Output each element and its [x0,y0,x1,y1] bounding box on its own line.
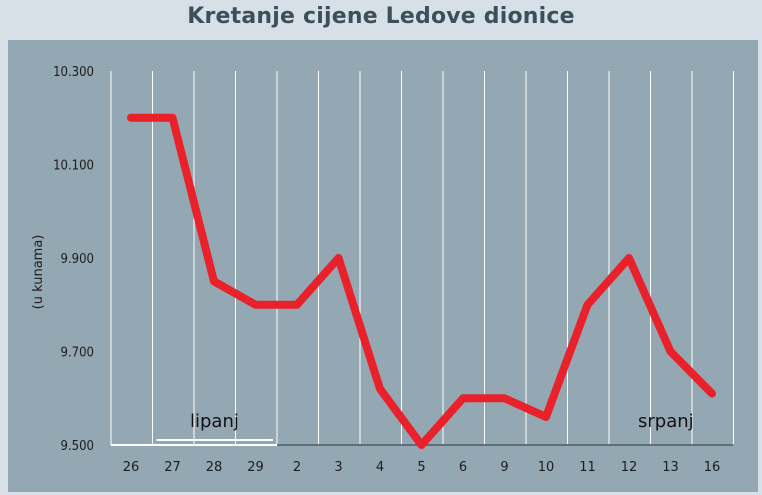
data-point [376,385,384,393]
x-tick-label: 3 [334,460,342,475]
data-point [459,394,467,402]
y-tick-label: 9.500 [61,439,94,454]
data-point [501,394,508,402]
data-point [708,390,716,398]
x-tick-label: 11 [579,460,596,475]
axes [111,439,734,446]
y-tick-label: 9.700 [61,346,94,361]
month-label-lipanj: lipanj [190,411,239,432]
x-tick-label: 4 [376,460,384,475]
data-point [584,301,591,309]
x-tick-label: 6 [459,460,467,475]
x-tick-label: 26 [123,460,140,475]
x-tick-label: 9 [500,460,508,475]
data-point [210,277,218,285]
y-tick-label: 10.100 [53,159,94,174]
x-tick-labels: 26 27 28 29 2 3 4 5 6 9 10 11 12 13 16 [123,460,721,475]
data-point [625,254,633,262]
x-tick-label: 2 [293,460,301,475]
gridlines [110,71,734,445]
month-label-srpanj: srpanj [638,411,694,432]
x-tick-label: 29 [247,460,264,475]
data-point [542,413,550,421]
data-point [335,254,342,262]
chart-panel: 10.300 10.100 9.900 9.700 9.500 26 27 28 29 2 3 4 5… [8,40,758,492]
data-point [418,441,425,449]
x-tick-label: 5 [417,460,425,475]
x-tick-label: 12 [621,460,638,475]
series-kretanje [127,113,716,449]
x-tick-label: 13 [662,460,679,475]
x-tick-label: 16 [704,460,721,475]
y-tick-labels: 10.300 10.100 9.900 9.700 9.500 [53,65,94,454]
y-tick-label: 10.300 [53,65,94,80]
data-point [169,114,176,122]
x-tick-label: 28 [206,460,223,475]
line-chart: 10.300 10.100 9.900 9.700 9.500 26 27 28 29 2 3 4 5… [31,65,734,475]
x-tick-label: 27 [164,460,181,475]
data-point [127,114,135,122]
data-point [252,301,259,309]
series-line [127,113,716,449]
y-tick-label: 9.900 [61,252,94,267]
chart-title: Kretanje cijene Ledove dionice [187,4,575,29]
data-point [667,348,674,355]
data-point [293,301,301,309]
y-axis-label: (u kunama) [31,235,46,310]
x-tick-label: 10 [538,460,555,475]
